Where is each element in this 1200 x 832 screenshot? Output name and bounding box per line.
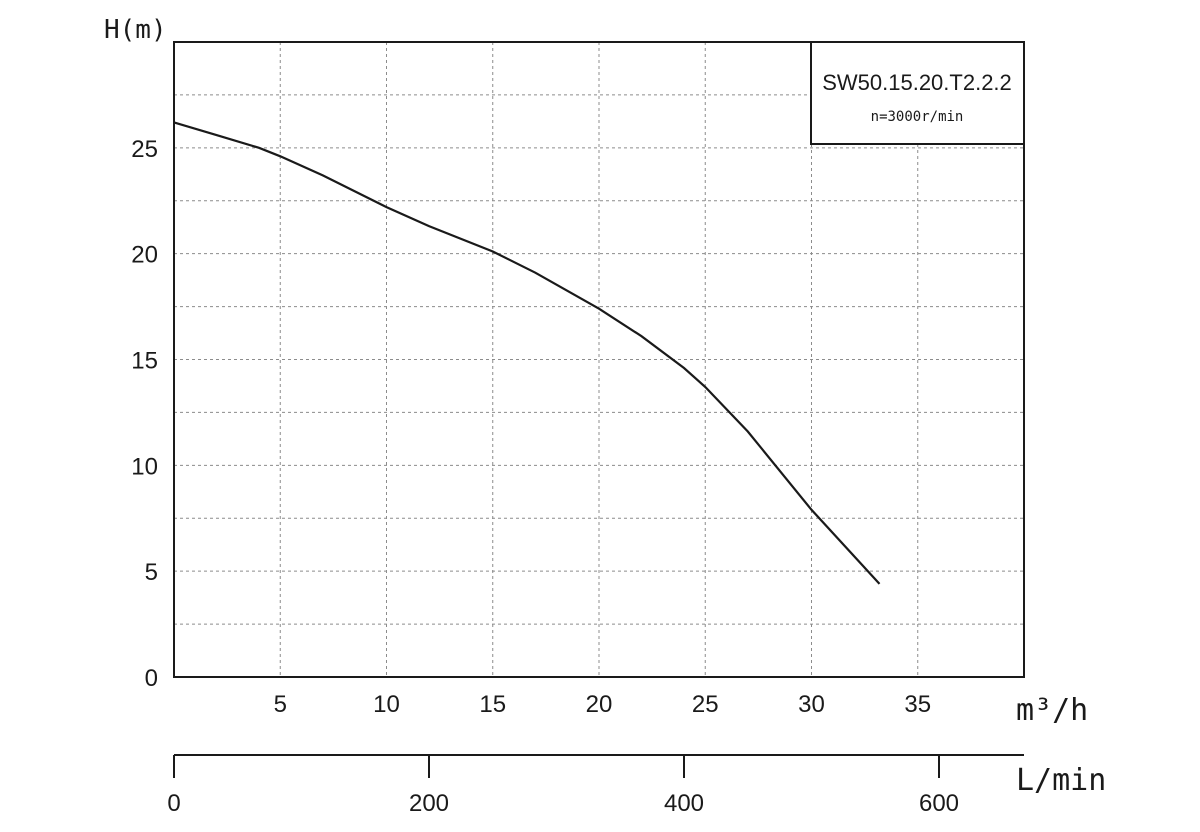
x-tick-label: 35 <box>904 691 931 718</box>
y-tick-label: 10 <box>131 453 158 480</box>
secondary-tick-label: 600 <box>919 790 959 817</box>
y-axis-ticks: 0 5 10 15 20 25 <box>131 136 158 692</box>
secondary-axis-ticks: 0 200 400 600 <box>167 755 959 817</box>
x-tick-label: 10 <box>373 691 400 718</box>
plot-frame <box>173 41 1025 678</box>
y-tick-label: 25 <box>131 136 158 163</box>
x-tick-label: 15 <box>479 691 506 718</box>
secondary-tick-label: 200 <box>409 790 449 817</box>
y-axis-title: H(m) <box>104 15 167 45</box>
x-axis-title-text: m³/h <box>1016 693 1088 728</box>
secondary-tick-label: 0 <box>167 790 180 817</box>
x-tick-label: 5 <box>274 691 287 718</box>
x-tick-label: 20 <box>586 691 613 718</box>
x-tick-label: 30 <box>798 691 825 718</box>
legend-speed: n=3000r/min <box>871 109 964 125</box>
grid-lines <box>174 42 1024 677</box>
y-tick-label: 20 <box>131 242 158 269</box>
x-tick-label: 25 <box>692 691 719 718</box>
head-flow-curve <box>173 121 881 585</box>
y-tick-label: 15 <box>131 348 158 375</box>
secondary-tick-label: 400 <box>664 790 704 817</box>
legend-box: SW50.15.20.T2.2.2 n=3000r/min <box>810 41 1025 145</box>
x-axis-title: m³/h <box>1016 693 1088 728</box>
secondary-x-axis-title: L/min <box>1016 763 1106 798</box>
legend-model: SW50.15.20.T2.2.2 <box>822 70 1012 95</box>
legend-frame <box>810 41 1025 145</box>
y-tick-label: 5 <box>145 559 158 586</box>
x-axis-ticks: 5 10 15 20 25 30 35 <box>274 691 932 718</box>
y-tick-label: 0 <box>145 665 158 692</box>
secondary-x-axis: 0 200 400 600 L/min <box>167 754 1106 817</box>
